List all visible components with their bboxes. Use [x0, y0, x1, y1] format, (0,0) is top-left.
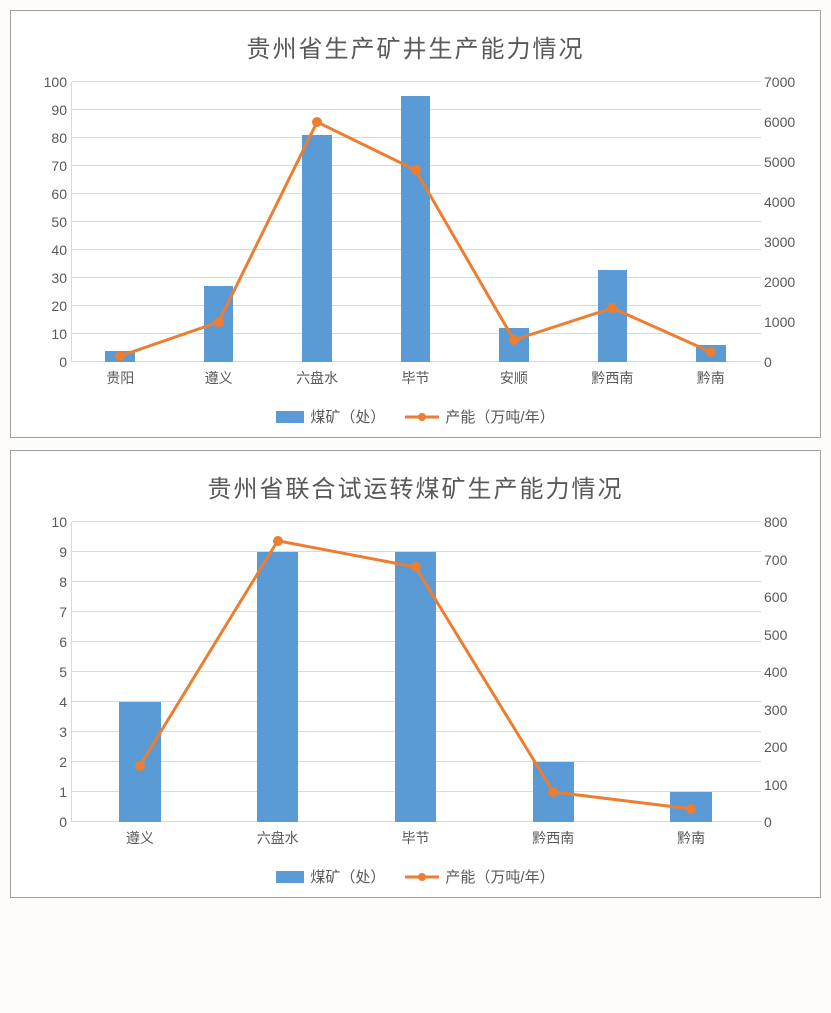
plot-area: 0123456789100100200300400500600700800: [71, 522, 760, 822]
y-tick-right: 800: [764, 514, 810, 530]
series-line: [120, 122, 711, 356]
line-marker: [509, 335, 519, 345]
legend-bar-label: 煤矿（处）: [310, 406, 385, 427]
chart-container-1: 贵州省联合试运转煤矿生产能力情况012345678910010020030040…: [10, 450, 821, 898]
y-tick-left: 4: [31, 694, 67, 710]
y-axis-right: 01000200030004000500060007000: [764, 82, 810, 362]
y-tick-left: 10: [31, 326, 67, 342]
y-tick-right: 0: [764, 814, 810, 830]
y-axis-left: 0102030405060708090100: [31, 82, 67, 362]
line-layer: [71, 82, 760, 362]
y-tick-right: 1000: [764, 314, 810, 330]
y-tick-right: 100: [764, 777, 810, 793]
bar-swatch-icon: [276, 871, 304, 883]
legend-line-label: 产能（万吨/年）: [445, 406, 554, 427]
series-line: [140, 541, 691, 809]
y-axis-right: 0100200300400500600700800: [764, 522, 810, 822]
y-tick-left: 8: [31, 574, 67, 590]
chart-container-0: 贵州省生产矿井生产能力情况010203040506070809010001000…: [10, 10, 821, 438]
y-tick-right: 500: [764, 627, 810, 643]
y-tick-left: 0: [31, 814, 67, 830]
line-marker: [135, 761, 145, 771]
y-tick-right: 200: [764, 739, 810, 755]
y-tick-left: 40: [31, 242, 67, 258]
x-axis: 贵阳 遵义 六盘水 毕节 安顺 黔西南 黔南: [71, 368, 760, 392]
legend-bar-label: 煤矿（处）: [310, 866, 385, 887]
y-tick-right: 0: [764, 354, 810, 370]
legend-item-bar: 煤矿（处）: [276, 866, 385, 887]
line-marker: [273, 536, 283, 546]
plot-area: 0102030405060708090100010002000300040005…: [71, 82, 760, 362]
legend: 煤矿（处） 产能（万吨/年）: [31, 866, 800, 887]
x-label: 毕节: [402, 828, 430, 848]
chart-title: 贵州省联合试运转煤矿生产能力情况: [31, 469, 800, 504]
line-marker: [411, 165, 421, 175]
y-tick-left: 6: [31, 634, 67, 650]
x-label: 黔南: [677, 828, 705, 848]
line-marker: [312, 117, 322, 127]
x-axis: 遵义 六盘水 毕节 黔西南 黔南: [71, 828, 760, 852]
x-label: 遵义: [126, 828, 154, 848]
x-label: 毕节: [402, 368, 430, 388]
bar-swatch-icon: [276, 411, 304, 423]
line-marker: [686, 804, 696, 814]
line-swatch-icon: [405, 411, 439, 423]
y-tick-right: 700: [764, 552, 810, 568]
y-tick-right: 300: [764, 702, 810, 718]
legend-item-bar: 煤矿（处）: [276, 406, 385, 427]
legend-line-label: 产能（万吨/年）: [445, 866, 554, 887]
legend-item-line: 产能（万吨/年）: [405, 406, 554, 427]
x-label: 六盘水: [296, 368, 338, 388]
y-tick-right: 6000: [764, 114, 810, 130]
y-tick-left: 80: [31, 130, 67, 146]
y-tick-left: 1: [31, 784, 67, 800]
line-swatch-icon: [405, 871, 439, 883]
y-tick-left: 9: [31, 544, 67, 560]
y-tick-left: 10: [31, 514, 67, 530]
y-tick-right: 2000: [764, 274, 810, 290]
line-marker: [706, 347, 716, 357]
y-tick-left: 3: [31, 724, 67, 740]
y-tick-right: 4000: [764, 194, 810, 210]
legend: 煤矿（处） 产能（万吨/年）: [31, 406, 800, 427]
x-label: 贵阳: [106, 368, 134, 388]
y-tick-left: 30: [31, 270, 67, 286]
y-tick-left: 100: [31, 74, 67, 90]
y-tick-left: 0: [31, 354, 67, 370]
y-tick-left: 20: [31, 298, 67, 314]
y-tick-right: 400: [764, 664, 810, 680]
x-label: 遵义: [205, 368, 233, 388]
y-tick-right: 3000: [764, 234, 810, 250]
x-label: 安顺: [500, 368, 528, 388]
line-marker: [411, 562, 421, 572]
y-tick-left: 60: [31, 186, 67, 202]
y-tick-left: 2: [31, 754, 67, 770]
y-tick-left: 70: [31, 158, 67, 174]
y-tick-left: 90: [31, 102, 67, 118]
y-axis-left: 012345678910: [31, 522, 67, 822]
legend-item-line: 产能（万吨/年）: [405, 866, 554, 887]
chart-title: 贵州省生产矿井生产能力情况: [31, 29, 800, 64]
x-label: 黔南: [697, 368, 725, 388]
y-tick-left: 7: [31, 604, 67, 620]
y-tick-right: 7000: [764, 74, 810, 90]
y-tick-right: 5000: [764, 154, 810, 170]
y-tick-left: 50: [31, 214, 67, 230]
x-label: 黔西南: [532, 828, 574, 848]
line-marker: [214, 317, 224, 327]
y-tick-left: 5: [31, 664, 67, 680]
x-label: 黔西南: [591, 368, 633, 388]
x-label: 六盘水: [257, 828, 299, 848]
y-tick-right: 600: [764, 589, 810, 605]
